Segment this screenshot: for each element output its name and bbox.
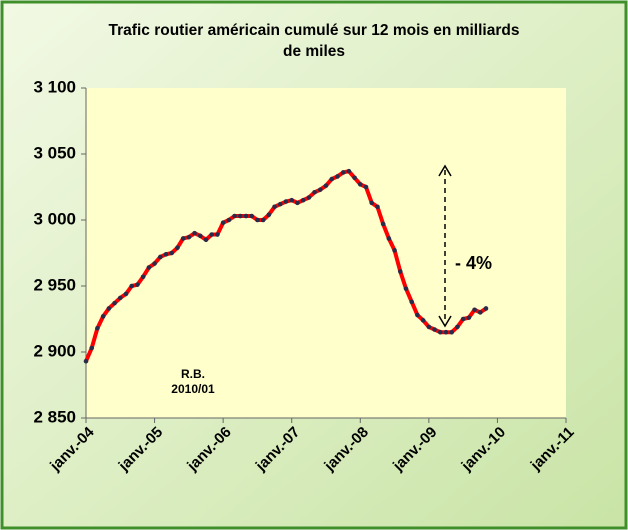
point	[426, 324, 432, 330]
point	[117, 295, 123, 301]
point	[209, 232, 215, 237]
point	[357, 182, 363, 187]
plot-area	[86, 88, 566, 418]
point	[232, 213, 237, 219]
point	[249, 213, 255, 219]
point	[295, 200, 300, 206]
point	[123, 291, 129, 297]
point	[472, 307, 477, 313]
point	[220, 220, 226, 225]
point	[340, 170, 346, 175]
point	[135, 282, 140, 287]
point	[272, 204, 277, 210]
point	[289, 197, 295, 203]
point	[163, 252, 169, 257]
point	[369, 200, 375, 206]
y-tick-label: 3 100	[33, 77, 76, 96]
point	[397, 269, 403, 274]
point	[386, 236, 392, 241]
point	[420, 318, 426, 323]
point	[317, 187, 323, 192]
chart-title: Trafic routier américain cumulé sur 12 m…	[108, 22, 520, 60]
point	[415, 312, 420, 318]
point	[460, 316, 466, 322]
point	[477, 310, 483, 315]
point	[323, 183, 329, 188]
arrow-head	[438, 315, 452, 328]
point	[277, 201, 283, 207]
point	[112, 300, 117, 306]
point	[443, 329, 449, 335]
point	[483, 306, 489, 311]
point	[466, 315, 472, 320]
y-tick-label: 2 900	[33, 341, 76, 360]
point	[300, 197, 306, 203]
arrow-head	[438, 164, 452, 177]
annotation: R.B.	[181, 367, 205, 381]
point	[89, 345, 95, 351]
point	[392, 248, 397, 253]
point	[255, 217, 260, 223]
point	[335, 174, 340, 179]
point	[157, 254, 163, 260]
point	[455, 324, 460, 330]
y-tick-label: 2 950	[33, 275, 76, 294]
point	[352, 175, 357, 181]
point	[363, 184, 369, 190]
point	[192, 230, 197, 236]
annotation: - 4%	[455, 253, 492, 273]
annotation: 2010/01	[171, 382, 215, 396]
y-tick-label: 3 050	[33, 143, 76, 162]
point	[432, 327, 437, 332]
y-tick-label: 2 850	[33, 407, 76, 426]
point	[175, 245, 180, 251]
point	[312, 189, 317, 195]
point	[83, 358, 89, 364]
point	[306, 195, 312, 200]
point	[106, 306, 112, 311]
point	[380, 221, 386, 227]
point	[283, 199, 289, 204]
point	[169, 250, 175, 256]
point	[186, 234, 192, 240]
point	[203, 237, 209, 243]
point	[329, 176, 335, 182]
point	[146, 265, 152, 270]
point	[100, 314, 106, 319]
point	[140, 274, 146, 280]
point	[215, 232, 220, 237]
point	[180, 236, 186, 241]
point	[409, 299, 415, 305]
point	[152, 261, 157, 266]
point	[129, 283, 135, 289]
point	[260, 217, 266, 223]
point	[197, 233, 203, 239]
point	[375, 204, 380, 210]
point	[237, 213, 243, 219]
point	[437, 329, 443, 335]
point	[346, 168, 352, 174]
point	[226, 217, 232, 223]
y-tick-label: 3 000	[33, 209, 76, 228]
point	[266, 212, 272, 218]
point	[95, 325, 100, 331]
point	[403, 286, 409, 291]
point	[243, 213, 249, 219]
point	[449, 329, 455, 335]
